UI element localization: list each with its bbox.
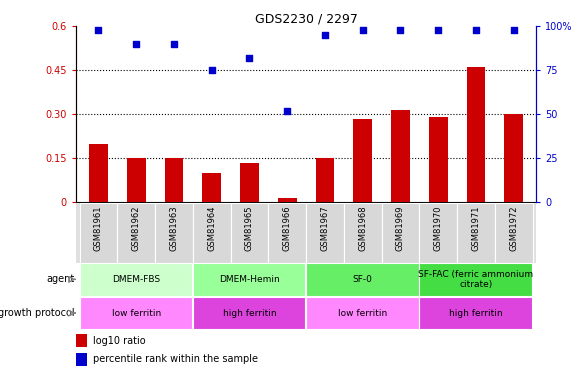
Bar (155, 202, 193, 262)
Text: GSM81964: GSM81964 (207, 206, 216, 251)
Text: SF-0: SF-0 (353, 275, 373, 284)
Bar (230, 202, 268, 262)
Point (434, 27, 443, 33)
Point (94, 27, 103, 33)
Bar (193, 297, 305, 329)
Text: growth protocol: growth protocol (0, 308, 75, 318)
Bar (76, 352, 87, 366)
Text: log10 ratio: log10 ratio (93, 336, 146, 345)
Bar (193, 202, 230, 262)
Text: GSM81966: GSM81966 (283, 206, 292, 251)
Bar (466, 68, 486, 203)
Bar (127, 158, 146, 203)
Bar (504, 114, 523, 202)
Bar (495, 202, 533, 262)
Point (320, 32, 329, 38)
Text: GSM81961: GSM81961 (94, 206, 103, 251)
Point (471, 27, 480, 33)
Bar (306, 297, 419, 329)
Point (132, 41, 141, 47)
Text: GSM81967: GSM81967 (321, 206, 329, 251)
Text: high ferritin: high ferritin (449, 309, 503, 318)
Text: low ferritin: low ferritin (338, 309, 387, 318)
Bar (89, 144, 108, 202)
Text: percentile rank within the sample: percentile rank within the sample (93, 354, 258, 364)
Bar (76, 334, 87, 347)
Bar (419, 297, 532, 329)
Bar (164, 158, 184, 203)
Text: low ferritin: low ferritin (111, 309, 161, 318)
Point (283, 108, 292, 114)
Text: GSM81970: GSM81970 (434, 206, 442, 251)
Point (169, 41, 178, 47)
Bar (268, 202, 306, 262)
Text: GSM81962: GSM81962 (132, 206, 141, 251)
Text: high ferritin: high ferritin (223, 309, 276, 318)
Bar (457, 202, 495, 262)
Bar (344, 202, 382, 262)
Point (207, 68, 216, 74)
Bar (278, 198, 297, 202)
Text: GSM81963: GSM81963 (170, 206, 178, 251)
Bar (193, 263, 305, 296)
Title: GDS2230 / 2297: GDS2230 / 2297 (255, 12, 357, 25)
Text: GSM81972: GSM81972 (509, 206, 518, 251)
Text: DMEM-Hemin: DMEM-Hemin (219, 275, 280, 284)
Text: GSM81971: GSM81971 (472, 206, 480, 251)
Bar (306, 202, 344, 262)
Point (245, 55, 254, 61)
Text: DMEM-FBS: DMEM-FBS (112, 275, 160, 284)
Bar (419, 202, 457, 262)
Bar (382, 202, 419, 262)
Bar (419, 263, 532, 296)
Text: GSM81965: GSM81965 (245, 206, 254, 251)
Bar (429, 117, 448, 202)
Text: GSM81968: GSM81968 (358, 206, 367, 251)
Bar (240, 163, 259, 202)
Bar (353, 119, 372, 202)
Point (396, 27, 405, 33)
Point (358, 27, 367, 33)
Text: agent: agent (47, 274, 75, 284)
Bar (391, 110, 410, 202)
Text: SF-FAC (ferric ammonium
citrate): SF-FAC (ferric ammonium citrate) (419, 270, 533, 289)
Text: GSM81969: GSM81969 (396, 206, 405, 251)
Bar (79, 202, 117, 262)
Bar (79, 297, 192, 329)
Bar (79, 263, 192, 296)
Point (509, 27, 518, 33)
Bar (117, 202, 155, 262)
Bar (202, 173, 221, 202)
Bar (306, 263, 419, 296)
Bar (315, 158, 335, 203)
